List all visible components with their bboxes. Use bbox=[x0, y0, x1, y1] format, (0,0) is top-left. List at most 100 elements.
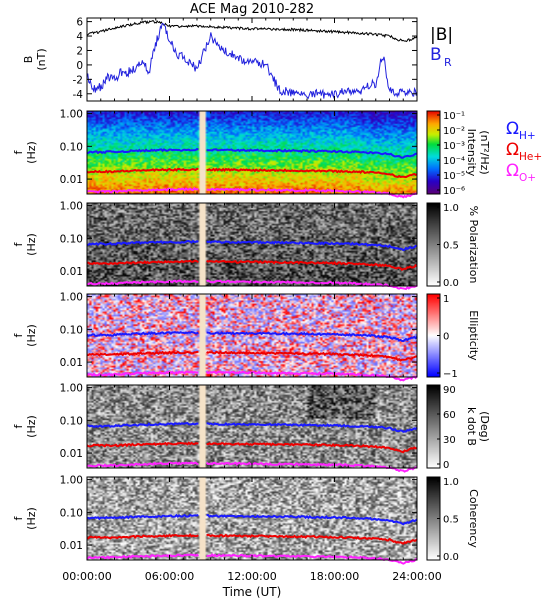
y-tick-label: 1.00 bbox=[60, 109, 83, 121]
colorbar-label: k dot B bbox=[465, 407, 478, 446]
gyro-line-h bbox=[87, 513, 418, 526]
colorbar-tick-label: 0.0 bbox=[443, 278, 459, 289]
y-tick-label: 0 bbox=[76, 60, 83, 72]
y-axis-unit: (Hz) bbox=[25, 507, 38, 530]
colorbar-label: Ellipticity bbox=[467, 310, 480, 361]
colorbar-tick-label: 90 bbox=[443, 385, 456, 396]
gyro-line-o bbox=[87, 279, 418, 291]
y-tick-label: 6 bbox=[76, 17, 83, 29]
colorbar-frame bbox=[426, 110, 441, 195]
panel-frame-field bbox=[86, 17, 418, 102]
y-tick-label: 0.01 bbox=[60, 357, 83, 369]
gyro-line-he bbox=[87, 533, 418, 545]
legend-gyro-omega: Ω bbox=[506, 119, 519, 139]
x-tick-label: 06:00:00 bbox=[145, 570, 194, 583]
colorbar-tick-label: 60 bbox=[443, 410, 456, 421]
y-tick-label: 0.10 bbox=[60, 507, 83, 519]
colorbar-tick-label: 30 bbox=[443, 435, 456, 446]
gyro-line-o bbox=[86, 370, 418, 382]
gyro-line-h bbox=[86, 239, 417, 252]
legend-br-sub: R bbox=[444, 56, 452, 69]
colorbar-tick-label: 10⁻⁶ bbox=[443, 186, 465, 197]
colorbar-frame bbox=[426, 384, 441, 469]
colorbar-ellipticity bbox=[427, 294, 440, 377]
gyro-line-h bbox=[86, 421, 418, 433]
br-line bbox=[86, 23, 418, 100]
colorbar-tick-label: −1 bbox=[443, 369, 458, 380]
x-tick-label: 00:00:00 bbox=[62, 570, 111, 583]
colorbar-tick-label: 10⁻⁵ bbox=[443, 171, 465, 182]
y-tick-label: 1.00 bbox=[60, 475, 83, 487]
x-tick-label: 24:00:00 bbox=[392, 570, 441, 583]
y-tick-label: 0.10 bbox=[60, 324, 83, 336]
x-tick-label: 18:00:00 bbox=[310, 570, 359, 583]
y-axis-unit: (nT) bbox=[35, 48, 48, 70]
colorbar-tick-label: 0.5 bbox=[443, 515, 459, 526]
gyro-line-he bbox=[86, 167, 418, 179]
gyro-line-h bbox=[87, 147, 417, 159]
colorbar-tick-label: 10⁻² bbox=[443, 126, 465, 137]
y-tick-label: 2 bbox=[76, 45, 83, 57]
y-axis-unit: (Hz) bbox=[25, 324, 38, 347]
gyro-line-he bbox=[86, 441, 418, 454]
colorbar-unit: (Deg) bbox=[478, 411, 491, 442]
colorbar-tick-label: 0 bbox=[443, 460, 449, 471]
colorbar-intensity bbox=[427, 111, 440, 194]
y-tick-label: 0.01 bbox=[60, 266, 83, 278]
y-tick-label: 0.10 bbox=[60, 141, 83, 153]
colorbar-tick-label: 0.5 bbox=[443, 241, 459, 252]
y-axis-unit: (Hz) bbox=[25, 233, 38, 256]
y-axis-label: f bbox=[12, 423, 25, 428]
y-axis-label: B bbox=[22, 56, 35, 64]
colorbar-polarization bbox=[427, 203, 440, 286]
colorbar-tick-label: 0.0 bbox=[443, 552, 459, 563]
y-axis-label: f bbox=[12, 515, 25, 520]
colorbar-label: Intensity bbox=[465, 129, 478, 177]
colorbar-tick-label: 0 bbox=[443, 332, 449, 343]
y-tick-label: -2 bbox=[73, 74, 83, 86]
y-tick-label: 0.10 bbox=[60, 415, 83, 427]
gyro-line-o bbox=[86, 553, 418, 565]
y-tick-label: -4 bbox=[73, 89, 84, 101]
gyro-line-he bbox=[86, 259, 418, 272]
colorbar-tick-label: 1.0 bbox=[443, 477, 459, 488]
btotal-line bbox=[86, 19, 418, 43]
gyro-line-he bbox=[86, 350, 418, 362]
legend-gyro-sub: He+ bbox=[519, 151, 542, 163]
colorbar-tick-label: 10⁻³ bbox=[443, 141, 465, 152]
y-tick-label: 0.10 bbox=[60, 233, 83, 245]
y-axis-unit: (Hz) bbox=[25, 141, 38, 164]
gyro-line-h bbox=[86, 330, 418, 343]
colorbar-tick-label: 1.0 bbox=[443, 203, 459, 214]
chart-title: ACE Mag 2010-282 bbox=[190, 2, 314, 17]
legend-br: B bbox=[430, 45, 442, 65]
legend-gyro-omega: Ω bbox=[506, 161, 519, 181]
x-tick-label: 12:00:00 bbox=[227, 570, 276, 583]
x-axis-label: Time (UT) bbox=[222, 585, 282, 599]
y-axis-label: f bbox=[12, 241, 25, 246]
y-tick-label: 0.01 bbox=[60, 448, 83, 460]
colorbar-label: % Polarization bbox=[467, 206, 480, 284]
y-axis-label: f bbox=[12, 332, 25, 337]
colorbar-tick-label: 10⁻¹ bbox=[443, 111, 465, 122]
legend-gyro-omega: Ω bbox=[506, 140, 519, 160]
colorbar-kdotb bbox=[427, 385, 440, 468]
colorbar-label: Coherency bbox=[467, 489, 480, 548]
y-tick-label: 0.01 bbox=[60, 174, 83, 186]
legend-btotal: |B| bbox=[430, 25, 453, 45]
colorbar-coherency bbox=[427, 477, 440, 560]
legend-gyro-sub: O+ bbox=[519, 172, 536, 184]
y-tick-label: 1.00 bbox=[60, 201, 83, 213]
y-tick-label: 0.01 bbox=[60, 540, 83, 552]
y-tick-label: 1.00 bbox=[60, 383, 83, 395]
colorbar-tick-label: 10⁻⁴ bbox=[443, 156, 465, 167]
y-tick-label: 1.00 bbox=[60, 292, 83, 304]
y-tick-label: 4 bbox=[76, 31, 83, 43]
y-axis-unit: (Hz) bbox=[25, 415, 38, 438]
colorbar-tick-label: 1 bbox=[443, 294, 449, 305]
colorbar-unit: (nT²/Hz) bbox=[478, 130, 491, 174]
gyro-line-o bbox=[86, 461, 418, 473]
legend-gyro-sub: H+ bbox=[519, 130, 536, 142]
y-axis-label: f bbox=[12, 149, 25, 154]
